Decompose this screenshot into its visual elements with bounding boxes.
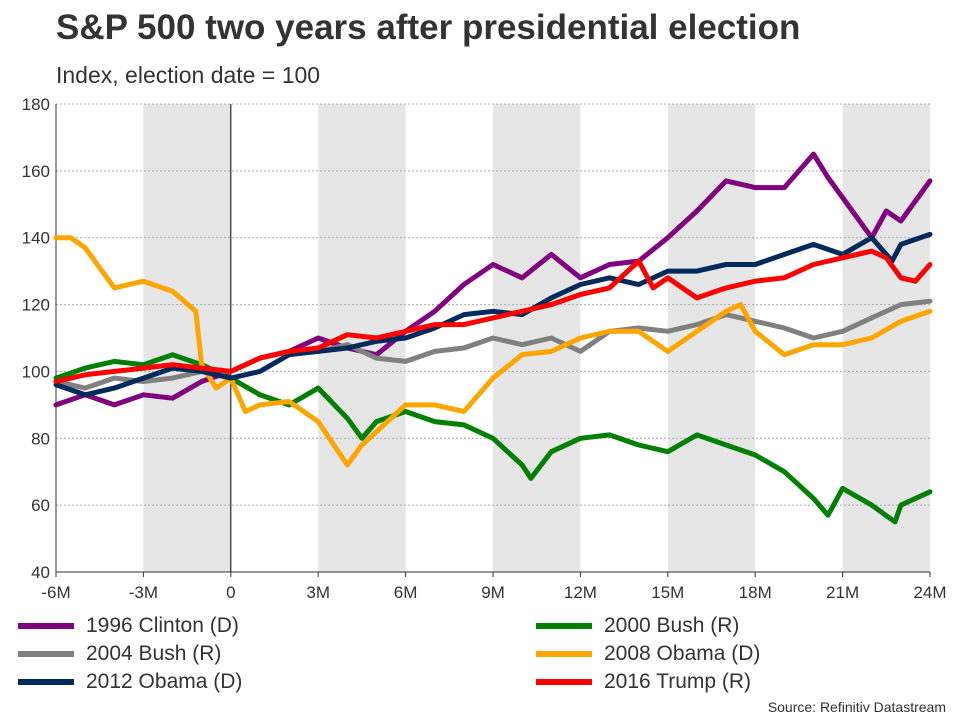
legend-label: 2000 Bush (R) — [604, 614, 740, 637]
legend-item: 2004 Bush (R) — [18, 642, 221, 666]
y-tick-label: 160 — [22, 162, 50, 181]
legend-label: 2004 Bush (R) — [86, 642, 222, 665]
chart-subtitle: Index, election date = 100 — [56, 62, 321, 88]
legend-item: 2012 Obama (D) — [18, 670, 242, 694]
chart-title: S&P 500 two years after presidential ele… — [56, 8, 801, 47]
x-tick-label: 24M — [913, 583, 946, 602]
legend-label: 1996 Clinton (D) — [86, 614, 239, 637]
y-tick-label: 140 — [22, 229, 50, 248]
series-line-2008-obama-d — [53, 235, 933, 468]
series-line-2016-trump-r — [53, 248, 933, 384]
legend-swatch — [18, 651, 74, 657]
x-tick-label: 0 — [226, 583, 235, 602]
x-tick-label: -3M — [129, 583, 158, 602]
shaded-band — [143, 104, 231, 572]
x-tick-label: 18M — [739, 583, 772, 602]
x-tick-label: 21M — [826, 583, 859, 602]
legend-swatch — [536, 679, 592, 685]
source-note: Source: Refinitiv Datastream — [767, 699, 946, 715]
legend-swatch — [18, 623, 74, 629]
legend-swatch — [536, 651, 592, 657]
legend-item: 2016 Trump (R) — [536, 670, 751, 694]
x-tick-label: 3M — [306, 583, 330, 602]
y-tick-label: 100 — [22, 362, 50, 381]
y-tick-label: 80 — [31, 429, 50, 448]
legend-label: 2008 Obama (D) — [604, 642, 761, 665]
legend-item: 1996 Clinton (D) — [18, 614, 239, 638]
legend-swatch — [536, 623, 592, 629]
legend-swatch — [18, 679, 74, 685]
y-tick-label: 60 — [31, 496, 50, 515]
x-tick-label: 9M — [481, 583, 505, 602]
legend-label: 2016 Trump (R) — [604, 670, 752, 693]
x-tick-label: -6M — [41, 583, 70, 602]
x-tick-label: 12M — [564, 583, 597, 602]
y-tick-label: 40 — [31, 563, 50, 582]
shaded-band — [667, 104, 756, 572]
x-tick-label: 6M — [394, 583, 418, 602]
y-tick-label: 120 — [22, 296, 50, 315]
shaded-band — [842, 104, 930, 572]
legend-label: 2012 Obama (D) — [86, 670, 243, 693]
x-tick-label: 15M — [651, 583, 684, 602]
legend-item: 2000 Bush (R) — [536, 614, 739, 638]
y-tick-label: 180 — [22, 95, 50, 114]
legend-item: 2008 Obama (D) — [536, 642, 760, 666]
shaded-band — [493, 104, 581, 572]
